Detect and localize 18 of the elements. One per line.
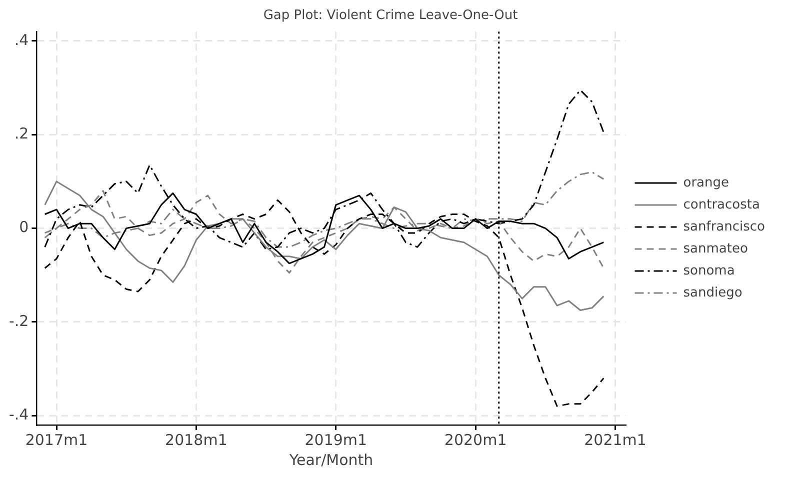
y-tick-label: -.2 [8,312,29,330]
legend-label: sonoma [683,263,735,278]
x-tick-label: 2019m1 [304,430,368,449]
legend-label: sandiego [683,285,742,300]
x-tick-label: 2021m1 [584,430,646,449]
y-tick-label: -.4 [8,406,29,424]
x-tick-label: 2018m1 [165,430,228,449]
y-tick-label: .4 [14,30,29,49]
legend-label: orange [683,175,730,190]
legend-label: sanmateo [683,241,748,256]
x-tick-label: 2020m1 [444,430,507,449]
x-axis-title: Year/Month [288,450,374,469]
legend-label: contracosta [683,197,760,212]
y-tick-label: .2 [14,124,29,143]
y-tick-label: 0 [19,218,29,236]
x-tick-label: 2017m1 [25,430,88,449]
legend-label: sanfrancisco [683,219,766,234]
chart-title: Gap Plot: Violent Crime Leave-One-Out [263,8,518,24]
